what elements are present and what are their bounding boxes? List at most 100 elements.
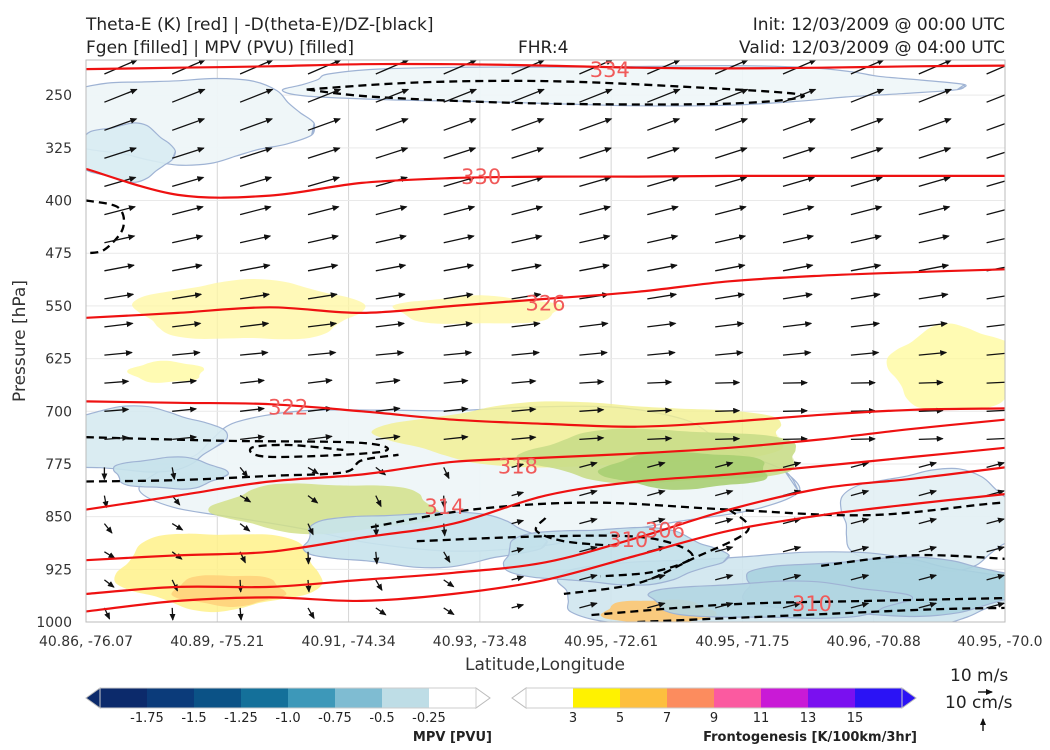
- contour-label: 334: [590, 58, 630, 82]
- wind-vector: [850, 88, 885, 103]
- wind-vector: [239, 466, 249, 478]
- wind-vector: [918, 379, 944, 386]
- wind-vector: [918, 489, 938, 497]
- wind-vector: [307, 466, 320, 475]
- stability-contour: [416, 534, 694, 578]
- filled-fields: [86, 64, 1005, 622]
- wind-vector: [647, 350, 676, 357]
- wind-vector: [782, 461, 802, 469]
- wind-vector: [918, 601, 938, 609]
- mpv-colorbar-tick: -1.0: [275, 711, 300, 726]
- wind-vector: [239, 176, 273, 188]
- filled-region: [127, 360, 205, 383]
- wind-vector: [443, 118, 477, 131]
- wind-vector: [647, 407, 673, 414]
- wind-vector: [307, 292, 338, 300]
- wind-vector: [443, 263, 475, 272]
- wind-vector: [647, 205, 679, 216]
- wind-vector: [647, 147, 680, 159]
- wind-vector: [307, 523, 314, 536]
- stability-contour: [637, 606, 1005, 622]
- fgen-colorbar-tick: 13: [800, 711, 817, 726]
- mpv-colorbar: -1.75 -1.5 -1.25 -1.0 -0.75 -0.5 -0.25: [85, 687, 491, 726]
- stability-contour: [370, 501, 1005, 529]
- theta-e-contour: [86, 167, 1005, 199]
- wind-vector: [715, 573, 734, 581]
- wind-vector: [511, 292, 542, 300]
- wind-vector: [511, 491, 525, 497]
- wind-vector: [782, 118, 816, 131]
- wind-vector: [579, 601, 598, 609]
- wind-vector: [511, 603, 525, 610]
- wind-vector: [375, 406, 401, 413]
- wind-vector: [715, 435, 741, 442]
- wind-vector: [240, 321, 270, 328]
- wind-vector: [103, 523, 113, 534]
- stability-contour: [821, 553, 1005, 567]
- wind-vector: [579, 461, 598, 469]
- wind-vector: [715, 517, 734, 525]
- wind-vector: [104, 406, 130, 413]
- wind-vector: [782, 436, 808, 443]
- wind-vector: [443, 579, 455, 588]
- wind-vector: [986, 435, 1005, 442]
- wind-vector: [104, 147, 137, 159]
- wind-vector: [647, 118, 681, 131]
- wind-vector: [579, 176, 612, 188]
- wind-vector: [172, 292, 203, 300]
- wind-vector: [307, 321, 338, 328]
- wind-vector: [850, 573, 870, 581]
- wind-vector: [579, 263, 610, 272]
- wind-vector: [511, 263, 542, 272]
- fgen-colorbar-extend-high: [901, 687, 917, 709]
- x-tick-label: 40.86, -76.07: [39, 634, 133, 650]
- wind-vector: [239, 292, 270, 300]
- wind-vector: [850, 489, 870, 497]
- mpv-colorbar-tick: -1.25: [224, 711, 258, 726]
- wind-vector: [307, 60, 342, 75]
- y-tick-label: 775: [45, 457, 72, 473]
- filled-region: [281, 64, 967, 107]
- wind-vector: [375, 234, 407, 244]
- wind-vector: [511, 60, 546, 75]
- y-tick-label: 700: [45, 404, 72, 420]
- x-tick-label: 40.96, -70.88: [827, 634, 921, 650]
- fgen-colorbar-tick: 5: [616, 711, 624, 726]
- contour-label: 326: [525, 291, 565, 315]
- mpv-colorbar-swatch: [382, 688, 429, 708]
- mpv-colorbar-swatch: [147, 688, 194, 708]
- wind-vector: [579, 407, 605, 414]
- wind-vector: [715, 321, 745, 328]
- wind-vector: [443, 88, 478, 103]
- wind-vector: [918, 435, 944, 442]
- theta-e-contour: [86, 268, 1005, 319]
- wind-vector: [918, 517, 938, 525]
- wind-vector: [104, 378, 130, 385]
- wind-vector: [171, 118, 206, 131]
- mpv-colorbar-tick: -0.75: [318, 711, 352, 726]
- wind-vector: [647, 88, 681, 103]
- wind-vector: [171, 88, 206, 103]
- wind-vector: [443, 467, 450, 480]
- wind-vector: [715, 234, 747, 244]
- wind-vector: [375, 118, 409, 131]
- wind-vector: [715, 601, 734, 609]
- wind-vector: [443, 60, 478, 75]
- fgen-colorbar-swatch: [714, 688, 761, 708]
- wind-vector: [647, 601, 666, 609]
- wind-vector: [511, 321, 541, 328]
- wind-vector: [373, 523, 380, 537]
- wind-vector: [169, 607, 176, 621]
- wind-vector: [986, 461, 1005, 469]
- wind-vector: [511, 118, 545, 131]
- wind-vector: [579, 205, 611, 216]
- wind-vector: [918, 545, 938, 553]
- wind-vector: [986, 323, 1005, 328]
- wind-vector: [986, 237, 1005, 244]
- wind-vector: [511, 462, 525, 469]
- wind-vector: [850, 263, 882, 272]
- wind-vector: [511, 205, 544, 216]
- stability-contours: [86, 79, 1005, 622]
- wind-vector: [171, 523, 184, 531]
